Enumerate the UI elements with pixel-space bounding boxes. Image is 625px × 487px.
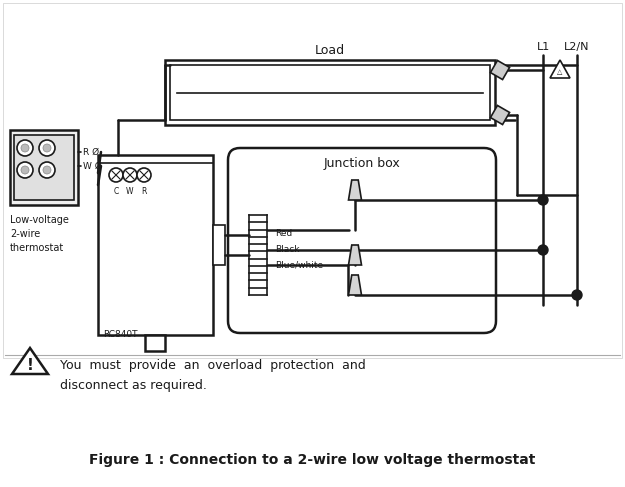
Text: △: △ [558, 69, 562, 75]
Polygon shape [491, 106, 509, 125]
Text: Junction box: Junction box [324, 157, 401, 170]
Circle shape [137, 168, 151, 182]
Circle shape [538, 245, 548, 255]
Text: Low-voltage
2-wire
thermostat: Low-voltage 2-wire thermostat [10, 215, 69, 253]
Polygon shape [349, 245, 361, 265]
Bar [145, 335, 165, 351]
Text: Figure 1 : Connection to a 2-wire low voltage thermostat: Figure 1 : Connection to a 2-wire low vo… [89, 453, 535, 467]
Bar [213, 225, 225, 265]
Circle shape [43, 166, 51, 174]
Text: L1: L1 [536, 42, 549, 52]
Circle shape [39, 140, 55, 156]
Circle shape [123, 168, 137, 182]
Text: Red: Red [275, 228, 292, 238]
Text: Load: Load [315, 43, 345, 56]
Polygon shape [349, 180, 361, 200]
Polygon shape [550, 60, 570, 78]
Circle shape [39, 162, 55, 178]
FancyBboxPatch shape [228, 148, 496, 333]
Text: RC840T: RC840T [103, 330, 138, 339]
Bar [170, 65, 490, 120]
Bar [14, 135, 74, 200]
Text: Blue/white: Blue/white [275, 261, 323, 269]
Polygon shape [12, 348, 48, 374]
Text: !: ! [26, 358, 34, 374]
Bar [98, 155, 213, 335]
Text: C: C [113, 187, 119, 196]
Circle shape [43, 144, 51, 152]
Text: L2/N: L2/N [564, 42, 590, 52]
Bar [165, 60, 495, 125]
Circle shape [572, 290, 582, 300]
Text: Black: Black [275, 245, 299, 255]
Bar [10, 130, 78, 205]
Circle shape [109, 168, 123, 182]
Polygon shape [491, 60, 509, 79]
Circle shape [17, 140, 33, 156]
Circle shape [538, 195, 548, 205]
Bar [3, 3, 622, 358]
Text: disconnect as required.: disconnect as required. [60, 378, 207, 392]
Text: You  must  provide  an  overload  protection  and: You must provide an overload protection … [60, 358, 366, 372]
Circle shape [21, 144, 29, 152]
Circle shape [21, 166, 29, 174]
Text: W Ø: W Ø [83, 162, 102, 170]
Text: R: R [141, 187, 147, 196]
Text: R Ø: R Ø [83, 148, 99, 156]
Circle shape [17, 162, 33, 178]
Polygon shape [349, 275, 361, 295]
Text: W: W [126, 187, 134, 196]
